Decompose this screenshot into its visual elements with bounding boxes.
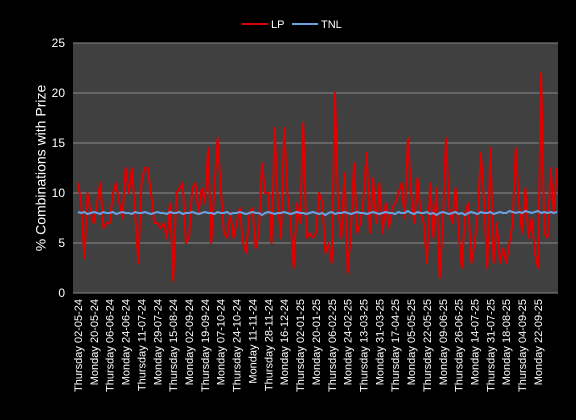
x-tick-label: Monday 29-07-24 [152, 299, 164, 385]
y-tick-label: 20 [52, 86, 66, 100]
x-tick-label: Thursday 17-04-25 [390, 299, 402, 392]
legend-label: LP [271, 19, 284, 31]
x-tick-label: Thursday 06-06-24 [105, 299, 117, 392]
x-tick-label: Thursday 13-03-25 [358, 299, 370, 392]
x-tick-label: Monday 22-09-25 [533, 299, 545, 385]
x-tick-label: Thursday 19-09-24 [200, 299, 212, 392]
x-tick-label: Monday 09-06-25 [438, 299, 450, 385]
line-series [77, 210, 558, 216]
x-tick-label: Thursday 26-06-25 [454, 299, 466, 392]
x-tick-label: Monday 20-01-25 [311, 299, 323, 385]
x-tick-label: Thursday 02-01-25 [295, 299, 307, 392]
x-tick-label: Thursday 31-07-25 [485, 299, 497, 392]
x-tick-label: Monday 24-02-25 [343, 299, 355, 385]
y-tick-label: 25 [52, 36, 66, 50]
x-tick-label: Monday 16-12-24 [279, 299, 291, 385]
x-tick-label: Monday 11-11-24 [247, 299, 259, 384]
x-tick-label: Thursday 24-10-24 [232, 299, 244, 392]
x-tick-label: Monday 07-10-24 [216, 299, 228, 385]
y-tick-label: 15 [52, 136, 66, 150]
x-tick-label: Thursday 02-05-24 [73, 299, 85, 392]
x-tick-label: Thursday 22-05-25 [422, 299, 434, 392]
x-tick-label: Monday 20-05-24 [89, 299, 101, 385]
x-tick-label: Monday 14-07-25 [470, 299, 482, 385]
x-tick-label: Thursday 11-07-24 [136, 299, 148, 391]
y-tick-label: 10 [52, 186, 66, 200]
x-tick-label: Thursday 28-11-24 [263, 299, 275, 391]
y-tick-label: 0 [58, 286, 65, 300]
x-tick-label: Monday 18-08-25 [501, 299, 513, 385]
y-axis-label: % Combinations with Prize [33, 85, 49, 252]
y-tick-label: 5 [58, 236, 65, 250]
x-tick-label: Monday 02-09-24 [184, 299, 196, 385]
x-tick-label: Thursday 04-09-25 [517, 299, 529, 392]
x-tick-label: Thursday 06-02-25 [327, 299, 339, 392]
x-tick-label: Monday 05-05-25 [406, 299, 418, 385]
plot-area [73, 43, 558, 293]
legend-label: TNL [321, 19, 342, 31]
x-tick-label: Monday 31-03-25 [374, 299, 386, 385]
x-tick-label: Thursday 15-08-24 [168, 299, 180, 392]
x-tick-label: Monday 24-06-24 [121, 299, 133, 385]
